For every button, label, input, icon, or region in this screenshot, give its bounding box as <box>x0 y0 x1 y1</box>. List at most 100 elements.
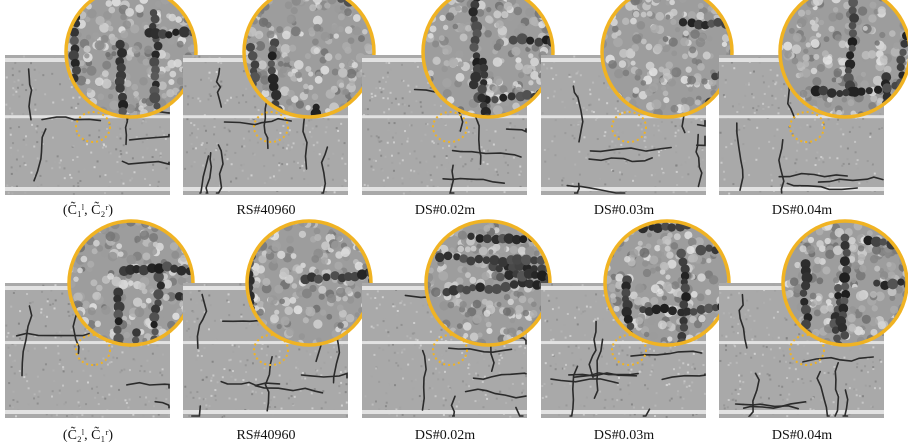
roi-dotted-circle <box>432 111 468 143</box>
lane-line <box>362 410 527 414</box>
crack-pattern <box>15 289 170 409</box>
roi-dotted-circle <box>611 111 647 143</box>
lane-line <box>5 286 170 290</box>
lane-line <box>5 187 170 191</box>
lane-line <box>719 286 884 290</box>
road-point-cloud <box>183 55 348 195</box>
road-point-cloud <box>5 283 170 418</box>
crack-pattern <box>404 294 527 417</box>
magnified-view <box>783 221 907 345</box>
panel-caption: RS#40960 <box>236 428 296 443</box>
crack-pattern <box>550 320 706 417</box>
magnified-view <box>423 0 553 117</box>
crack-pattern <box>566 73 706 194</box>
lane-line <box>541 341 706 345</box>
panel-caption: DS#0.04m <box>771 428 833 443</box>
panel-caption: DS#0.03m <box>593 428 655 443</box>
panel-caption: DS#0.02m <box>414 428 476 443</box>
magnifier-ring <box>64 0 198 119</box>
road-point-cloud <box>183 283 348 418</box>
panel-caption: DS#0.04m <box>771 203 833 218</box>
magnifier-ring <box>778 0 908 119</box>
magnified-view <box>780 0 908 117</box>
lane-line <box>719 58 884 62</box>
lane-line <box>719 187 884 191</box>
lane-line <box>719 410 884 414</box>
lane-line <box>541 286 706 290</box>
roi-dotted-circle <box>432 334 468 366</box>
panel-caption: RS#40960 <box>236 203 296 218</box>
magnifier-ring <box>600 0 734 119</box>
magnified-view <box>602 0 732 117</box>
road-point-cloud <box>719 55 884 195</box>
road-point-cloud <box>5 55 170 195</box>
lane-line <box>541 410 706 414</box>
lane-line <box>362 341 527 345</box>
panel-caption: DS#0.02m <box>414 203 476 218</box>
road-point-cloud <box>362 283 527 418</box>
crack-pattern <box>413 64 527 194</box>
lane-line <box>183 341 348 345</box>
lane-line <box>183 115 348 119</box>
roi-dotted-circle <box>253 111 289 143</box>
lane-line <box>5 115 170 119</box>
magnifier-ring <box>421 0 555 119</box>
lane-line <box>541 115 706 119</box>
lane-line <box>5 341 170 345</box>
lane-line <box>541 58 706 62</box>
roi-dotted-circle <box>611 334 647 366</box>
roi-dotted-circle <box>789 111 825 143</box>
roi-dotted-circle <box>253 334 289 366</box>
magnified-view <box>244 0 374 117</box>
magnifier-ring <box>242 0 376 119</box>
lane-line <box>362 58 527 62</box>
magnifier-ring <box>424 219 552 347</box>
roi-dotted-circle <box>75 334 111 366</box>
panel-caption: (C̃₁ˡ, C̃₂ʳ) <box>62 203 114 218</box>
lane-line <box>5 58 170 62</box>
road-point-cloud <box>541 283 706 418</box>
lane-line <box>362 286 527 290</box>
lane-line <box>719 341 884 345</box>
lane-line <box>183 187 348 191</box>
lane-line <box>183 58 348 62</box>
magnifier-ring <box>603 219 731 347</box>
crack-pattern <box>736 62 884 194</box>
lane-line <box>362 115 527 119</box>
magnified-view <box>69 221 193 345</box>
lane-line <box>719 115 884 119</box>
roi-dotted-circle <box>789 334 825 366</box>
magnified-view <box>605 221 729 345</box>
panel-caption: DS#0.03m <box>593 203 655 218</box>
magnified-view <box>247 221 371 345</box>
road-point-cloud <box>541 55 706 195</box>
crack-pattern <box>734 293 884 417</box>
lane-line <box>183 410 348 414</box>
road-point-cloud <box>362 55 527 195</box>
magnified-view <box>426 221 550 345</box>
magnified-view <box>66 0 196 117</box>
magnifier-ring <box>781 219 908 347</box>
magnifier-ring <box>245 219 373 347</box>
magnifier-ring <box>67 219 195 347</box>
crack-pattern <box>27 68 170 182</box>
lane-line <box>541 187 706 191</box>
lane-line <box>362 187 527 191</box>
crack-pattern <box>191 293 348 417</box>
crack-pattern <box>199 67 348 194</box>
road-point-cloud <box>719 283 884 418</box>
roi-dotted-circle <box>75 111 111 143</box>
panel-caption: (C̃₂ˡ, C̃₁ʳ) <box>62 428 114 443</box>
lane-line <box>5 410 170 414</box>
lane-line <box>183 286 348 290</box>
